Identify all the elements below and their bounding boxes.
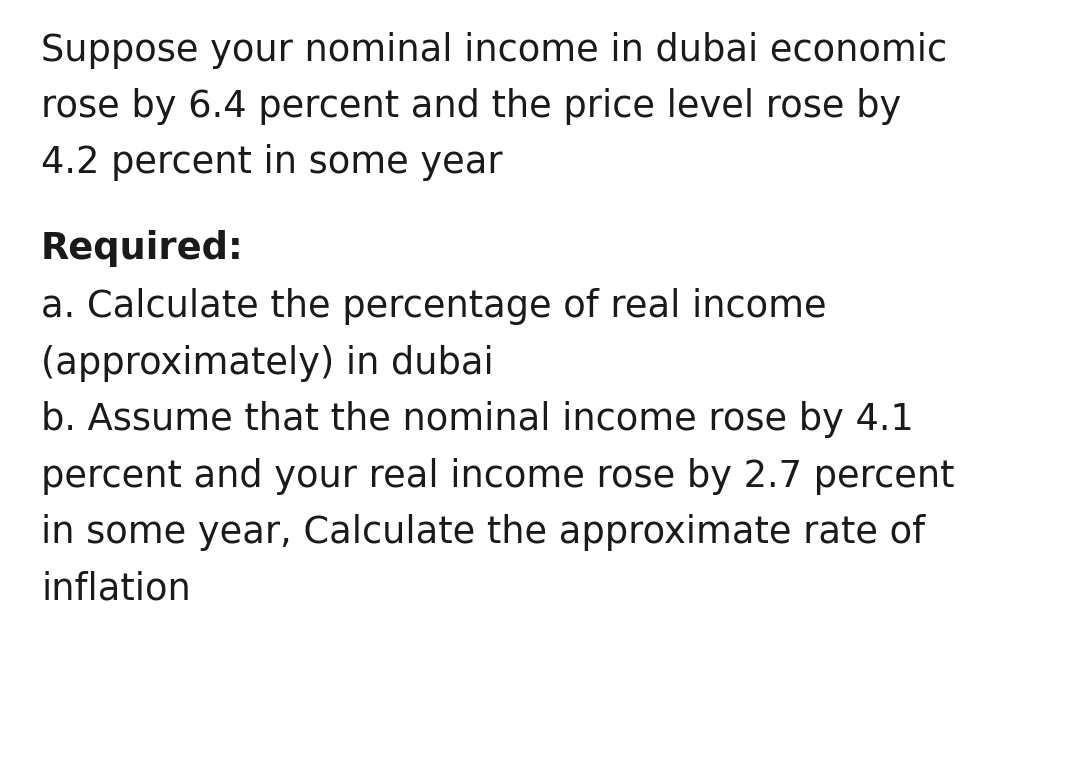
Text: Suppose your nominal income in dubai economic: Suppose your nominal income in dubai eco… — [41, 32, 947, 68]
Text: Required:: Required: — [41, 230, 244, 267]
Text: rose by 6.4 percent and the price level rose by: rose by 6.4 percent and the price level … — [41, 88, 902, 124]
Text: a. Calculate the percentage of real income: a. Calculate the percentage of real inco… — [41, 288, 826, 324]
Text: 4.2 percent in some year: 4.2 percent in some year — [41, 144, 502, 180]
Text: inflation: inflation — [41, 571, 191, 607]
Text: in some year, Calculate the approximate rate of: in some year, Calculate the approximate … — [41, 514, 926, 550]
Text: (approximately) in dubai: (approximately) in dubai — [41, 345, 494, 381]
Text: b. Assume that the nominal income rose by 4.1: b. Assume that the nominal income rose b… — [41, 401, 914, 437]
Text: percent and your real income rose by 2.7 percent: percent and your real income rose by 2.7… — [41, 458, 955, 494]
